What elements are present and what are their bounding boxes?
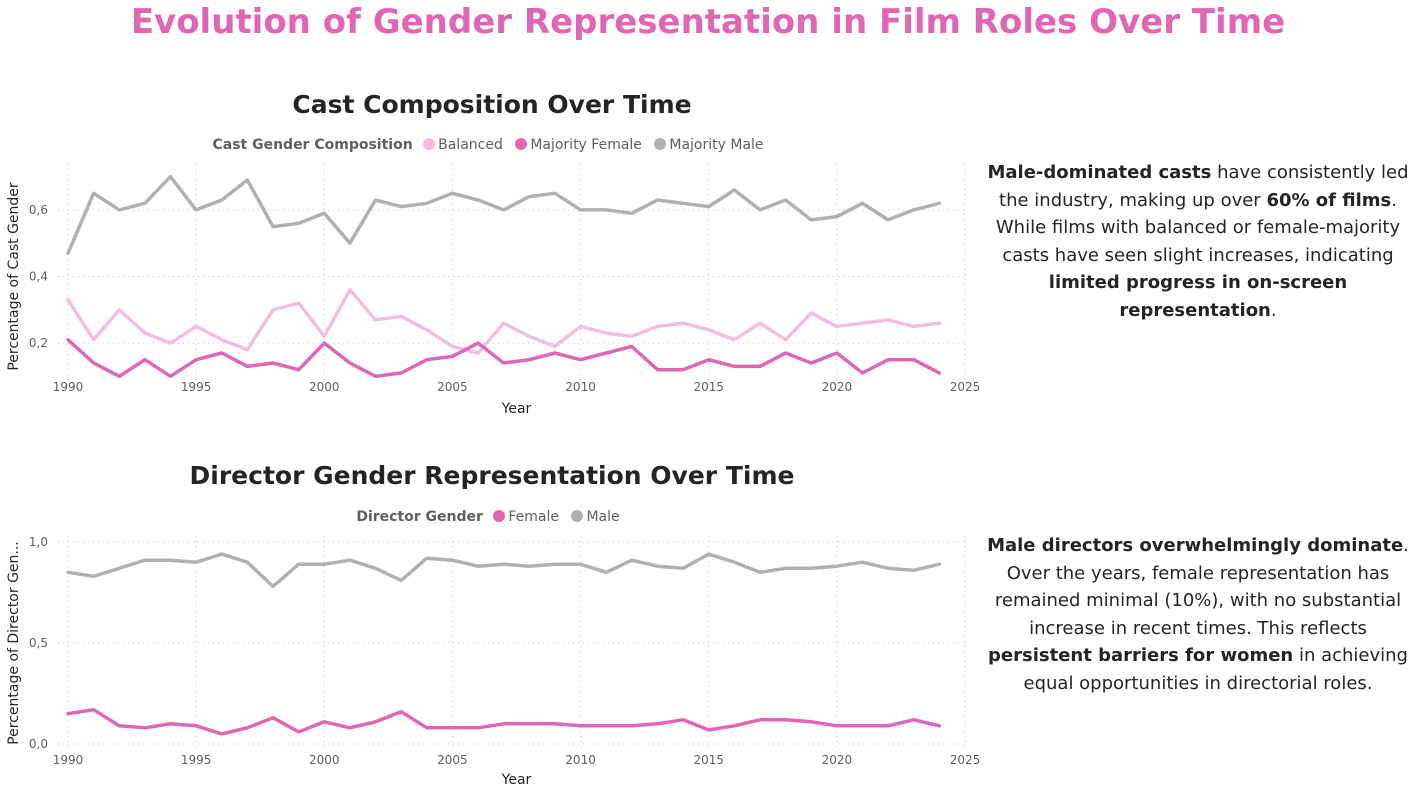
y-tick-label: 0,0: [29, 737, 48, 751]
cast-insight-text: Male-dominated casts have consistently l…: [984, 159, 1412, 324]
director-chart-title: Director Gender Representation Over Time: [189, 461, 795, 490]
x-tick-label: 1995: [181, 380, 212, 394]
y-tick-label: 1,0: [29, 535, 48, 549]
director-legend-title: Director Gender: [356, 509, 483, 525]
director-note-bold-1: Male directors overwhelmingly dominate: [987, 535, 1404, 556]
director-note-text-2: in achieving equal opportunities in dire…: [1023, 645, 1408, 694]
legend-item-balanced[interactable]: Balanced: [423, 137, 503, 153]
director-insight-text: Male directors overwhelmingly dominate. …: [984, 532, 1412, 697]
legend-dot-female: [493, 510, 506, 522]
legend-label-majority-male: Majority Male: [669, 137, 764, 153]
director-note-bold-2: persistent barriers for women: [988, 645, 1294, 666]
x-tick-label: 2000: [309, 380, 340, 394]
y-tick-label: 0,5: [29, 636, 48, 650]
x-tick-label: 2000: [309, 753, 340, 767]
x-tick-label: 1990: [53, 380, 84, 394]
page-title: Evolution of Gender Representation in Fi…: [130, 2, 1286, 42]
cast-note-bold-1: Male-dominated casts: [987, 162, 1212, 183]
director-legend: Director Gender Female Male: [0, 509, 984, 525]
cast-note-text-1: have consistently led the industry, maki…: [999, 162, 1409, 211]
x-tick-label: 2010: [565, 753, 596, 767]
cast-note-text-2: . While films with balanced or female-ma…: [995, 189, 1401, 266]
x-axis-title: Year: [501, 401, 532, 417]
legend-dot-majority-male: [654, 138, 667, 150]
director-chart-plot: 0,0 0,5 1,0 1990 1995 2000 2005 2010 2015 2020 202…: [6, 535, 981, 788]
legend-label-female: Female: [508, 509, 560, 525]
series-line-majority-male[interactable]: [66, 174, 942, 255]
legend-label-majority-female: Majority Female: [530, 137, 642, 153]
x-tick-label: 2015: [693, 380, 724, 394]
x-tick-label: 2005: [437, 380, 468, 394]
legend-item-majority-male[interactable]: Majority Male: [654, 137, 764, 153]
cast-legend: Cast Gender Composition Balanced Majorit…: [0, 137, 984, 153]
cast-legend-title: Cast Gender Composition: [212, 137, 413, 153]
legend-dot-majority-female: [515, 138, 528, 150]
legend-item-female[interactable]: Female: [493, 509, 559, 525]
legend-item-majority-female[interactable]: Majority Female: [515, 137, 642, 153]
x-tick-label: 2025: [950, 753, 981, 767]
y-axis-title: Percentage of Director Gen...: [6, 541, 22, 745]
x-tick-label: 2020: [822, 380, 853, 394]
cast-note-bold-2: 60% of films: [1266, 189, 1392, 211]
x-axis-title: Year: [501, 772, 532, 788]
x-tick-label: 2020: [822, 753, 853, 767]
x-tick-label: 1995: [181, 753, 212, 767]
series-line-female[interactable]: [66, 707, 942, 736]
x-tick-label: 2010: [565, 380, 596, 394]
legend-label-male: Male: [586, 509, 620, 525]
y-tick-label: 0,2: [29, 336, 48, 350]
cast-chart-title: Cast Composition Over Time: [292, 90, 692, 119]
cast-note-bold-3: limited progress in on-screen representa…: [1048, 272, 1348, 321]
legend-item-male[interactable]: Male: [571, 509, 620, 525]
series-line-male[interactable]: [66, 552, 942, 589]
series-line-majority-female[interactable]: [66, 337, 942, 379]
y-tick-label: 0,6: [29, 203, 48, 217]
x-tick-label: 2005: [437, 753, 468, 767]
y-tick-label: 0,4: [29, 270, 48, 284]
x-tick-label: 1990: [53, 753, 84, 767]
x-tick-label: 2015: [693, 753, 724, 767]
legend-dot-balanced: [423, 138, 436, 150]
legend-label-balanced: Balanced: [438, 137, 503, 153]
x-tick-label: 2025: [950, 380, 981, 394]
y-axis-title: Percentage of Cast Gender: [6, 182, 22, 371]
legend-dot-male: [571, 510, 584, 522]
director-note-text-1: . Over the years, female representation …: [994, 535, 1409, 639]
cast-chart-plot: 0,2 0,4 0,6 1990 1995 2000 2005 2010 2015 2020 202…: [6, 164, 981, 417]
series-line-balanced[interactable]: [66, 288, 942, 355]
cast-note-text-3: .: [1270, 299, 1277, 321]
